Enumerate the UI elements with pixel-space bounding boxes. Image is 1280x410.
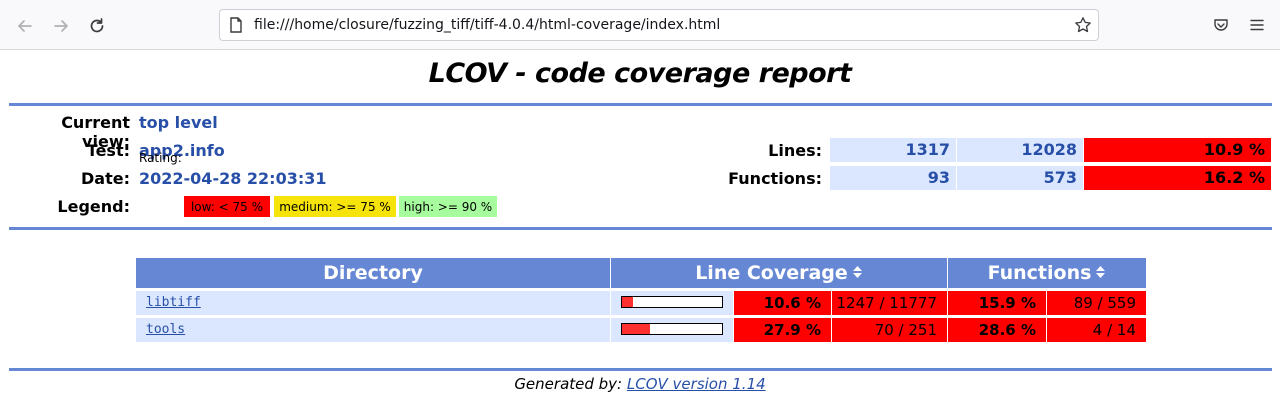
date-value: 2022-04-28 22:03:31 bbox=[139, 169, 327, 188]
coverage-bar-outline bbox=[621, 323, 723, 335]
rating-label: Rating: bbox=[139, 151, 182, 165]
legend-high: high: >= 90 % bbox=[399, 196, 497, 217]
reload-icon bbox=[90, 18, 104, 33]
summary-functions-coverage: 16.2 % bbox=[1084, 166, 1271, 190]
bookmark-star-icon[interactable] bbox=[1074, 16, 1092, 38]
sort-icon[interactable] bbox=[852, 262, 863, 284]
function-coverage-percent: 15.9 % bbox=[948, 291, 1046, 315]
page-title: LCOV - code coverage report bbox=[428, 58, 852, 89]
directory-link-libtiff[interactable]: libtiff bbox=[146, 295, 201, 310]
summary-lines-label: Lines: bbox=[768, 141, 822, 160]
bottom-ruler bbox=[9, 368, 1272, 371]
line-coverage-count: 70 / 251 bbox=[832, 318, 947, 342]
back-arrow-icon bbox=[18, 20, 32, 32]
footer-generated-by: Generated by: bbox=[514, 375, 627, 393]
browser-toolbar: file:///home/closure/fuzzing_tiff/tiff-4… bbox=[0, 0, 1280, 50]
col-functions[interactable]: Functions bbox=[948, 258, 1146, 288]
function-coverage-count: 89 / 559 bbox=[1047, 291, 1146, 315]
summary-functions-total: 573 bbox=[957, 166, 1083, 190]
back-button[interactable] bbox=[12, 13, 38, 39]
test-label: Test: bbox=[86, 141, 130, 160]
coverage-bar-fill bbox=[622, 297, 633, 307]
page-icon bbox=[229, 17, 243, 37]
line-coverage-percent: 10.6 % bbox=[734, 291, 831, 315]
legend-label: Legend: bbox=[57, 197, 130, 216]
col-directory: Directory bbox=[136, 258, 610, 288]
url-bar[interactable]: file:///home/closure/fuzzing_tiff/tiff-4… bbox=[219, 9, 1099, 41]
summary-lines-hit: 1317 bbox=[830, 138, 956, 162]
current-view-value: top level bbox=[139, 113, 218, 132]
middle-ruler bbox=[9, 227, 1272, 230]
legend-low: low: < 75 % bbox=[184, 196, 270, 217]
menu-button[interactable] bbox=[1245, 13, 1269, 37]
pocket-button[interactable] bbox=[1209, 13, 1233, 37]
lcov-version-link[interactable]: LCOV version 1.14 bbox=[626, 375, 766, 393]
summary-lines-total: 12028 bbox=[957, 138, 1083, 162]
legend-medium: medium: >= 75 % bbox=[274, 196, 396, 217]
forward-arrow-icon bbox=[54, 20, 68, 32]
col-line-coverage[interactable]: Line Coverage bbox=[611, 258, 947, 288]
hamburger-menu-icon bbox=[1250, 19, 1264, 31]
url-text[interactable]: file:///home/closure/fuzzing_tiff/tiff-4… bbox=[254, 17, 721, 33]
top-ruler bbox=[9, 103, 1272, 106]
function-coverage-count: 4 / 14 bbox=[1047, 318, 1146, 342]
coverage-bar-outline bbox=[621, 296, 723, 308]
line-coverage-bar bbox=[611, 291, 733, 315]
summary-functions-label: Functions: bbox=[728, 169, 822, 188]
col-line-coverage-label: Line Coverage bbox=[695, 262, 848, 284]
reload-button[interactable] bbox=[84, 13, 110, 39]
directory-link-tools[interactable]: tools bbox=[146, 322, 186, 337]
line-coverage-percent: 27.9 % bbox=[734, 318, 831, 342]
forward-button[interactable] bbox=[48, 13, 74, 39]
col-directory-label: Directory bbox=[323, 262, 423, 284]
pocket-icon bbox=[1214, 19, 1228, 31]
test-value: app2.info bbox=[139, 141, 225, 160]
table-row: tools bbox=[136, 318, 610, 342]
function-coverage-percent: 28.6 % bbox=[948, 318, 1046, 342]
current-view-label: Current view: bbox=[61, 113, 130, 151]
page-content: LCOV - code coverage report Current view… bbox=[0, 50, 1280, 410]
sort-icon[interactable] bbox=[1095, 262, 1106, 284]
col-functions-label: Functions bbox=[987, 262, 1092, 284]
footer: Generated by: LCOV version 1.14 bbox=[0, 375, 1280, 393]
table-row: libtiff bbox=[136, 291, 610, 315]
coverage-bar-fill bbox=[622, 324, 650, 334]
summary-functions-hit: 93 bbox=[830, 166, 956, 190]
date-label: Date: bbox=[81, 169, 130, 188]
summary-lines-coverage: 10.9 % bbox=[1084, 138, 1271, 162]
line-coverage-bar bbox=[611, 318, 733, 342]
line-coverage-count: 1247 / 11777 bbox=[832, 291, 947, 315]
